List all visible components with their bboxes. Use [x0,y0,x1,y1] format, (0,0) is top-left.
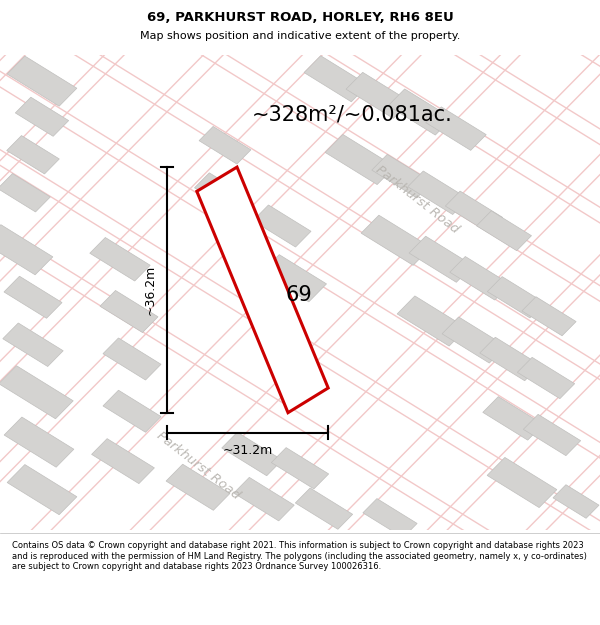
Text: ~36.2m: ~36.2m [143,265,157,315]
Polygon shape [103,338,161,380]
Polygon shape [445,191,503,232]
Polygon shape [16,98,68,136]
Polygon shape [304,56,368,102]
Polygon shape [0,224,53,275]
Text: Parkhurst Road: Parkhurst Road [373,163,461,236]
Polygon shape [7,464,77,515]
Polygon shape [442,317,506,363]
Polygon shape [103,390,161,432]
Polygon shape [90,238,150,281]
Polygon shape [487,458,557,508]
Text: 69, PARKHURST ROAD, HORLEY, RH6 8EU: 69, PARKHURST ROAD, HORLEY, RH6 8EU [146,11,454,24]
Polygon shape [271,448,329,489]
Polygon shape [372,154,432,198]
Polygon shape [487,277,545,318]
Polygon shape [388,89,452,135]
Polygon shape [100,291,158,332]
Polygon shape [426,107,486,151]
Text: ~31.2m: ~31.2m [223,444,272,457]
Polygon shape [222,432,282,476]
Polygon shape [295,488,353,529]
Polygon shape [199,126,251,164]
Polygon shape [194,173,250,213]
Polygon shape [346,72,410,118]
Polygon shape [553,485,599,518]
Polygon shape [480,338,540,381]
Polygon shape [234,478,294,521]
Text: Contains OS data © Crown copyright and database right 2021. This information is : Contains OS data © Crown copyright and d… [12,541,587,571]
Text: 69: 69 [285,284,312,304]
Polygon shape [4,276,62,318]
Text: Parkhurst Road: Parkhurst Road [154,429,242,503]
Text: Map shows position and indicative extent of the property.: Map shows position and indicative extent… [140,31,460,41]
Polygon shape [3,323,63,366]
Polygon shape [92,439,154,484]
Polygon shape [361,215,431,266]
Polygon shape [197,167,328,412]
Polygon shape [253,205,311,247]
Text: ~328m²/~0.081ac.: ~328m²/~0.081ac. [252,104,453,124]
Polygon shape [7,136,59,174]
Polygon shape [476,211,532,251]
Polygon shape [363,499,417,538]
Polygon shape [0,366,73,419]
Polygon shape [450,256,510,300]
Polygon shape [408,171,468,214]
Polygon shape [0,174,50,212]
Polygon shape [4,417,74,468]
Polygon shape [325,134,395,184]
Polygon shape [483,397,543,440]
Polygon shape [262,254,326,302]
Polygon shape [523,414,581,456]
Polygon shape [7,56,77,106]
Polygon shape [166,464,230,510]
Polygon shape [517,357,575,399]
Polygon shape [409,236,473,282]
Polygon shape [397,296,467,346]
Polygon shape [522,297,576,336]
